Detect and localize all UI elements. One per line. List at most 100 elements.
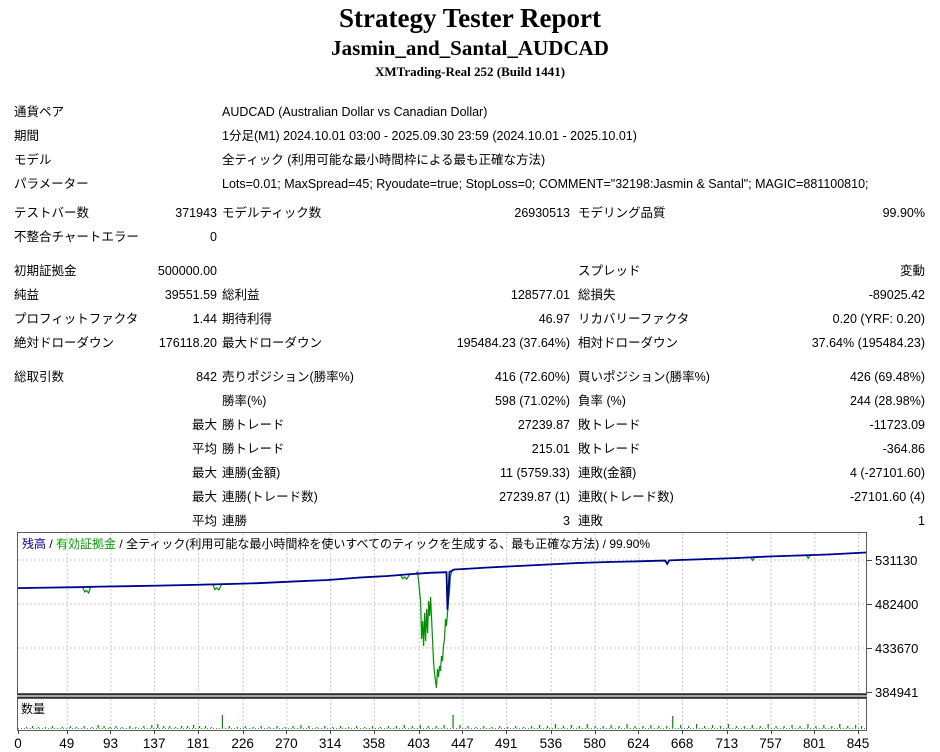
x-axis-tick — [418, 730, 420, 734]
x-axis-tick — [506, 730, 508, 734]
x-axis-label: 713 — [715, 736, 739, 751]
row-value: 0 — [210, 230, 217, 244]
x-axis-label: 358 — [362, 736, 386, 751]
x-axis-label: 181 — [186, 736, 210, 751]
x-axis-tick — [462, 730, 464, 734]
row-value: 371943 — [175, 206, 217, 220]
stats-row: プロフィットファクタ 1.44 期待利得 46.97 リカバリーファクタ 0.2… — [0, 310, 940, 328]
row-label: 敗トレード — [578, 442, 641, 456]
x-axis-tick — [330, 730, 332, 734]
row-value: -11723.09 — [869, 418, 925, 432]
y-axis-label: 531130 — [875, 553, 918, 568]
row-qualifier: 最大 — [191, 490, 217, 504]
x-axis-label: 624 — [627, 736, 650, 751]
page-title: Strategy Tester Report — [339, 3, 601, 33]
x-axis-tick — [66, 730, 68, 734]
row-value: 39551.59 — [164, 288, 217, 302]
row-value: 46.97 — [538, 312, 570, 326]
row-label: 連勝(トレード数) — [222, 490, 318, 504]
x-axis-label: 403 — [407, 736, 430, 751]
stats-row: モデル 全ティック (利用可能な最小時間枠による最も正確な方法) — [0, 151, 940, 169]
chart-legend: 残高 / 有効証拠金 / 全ティック(利用可能な最小時間枠を使いすべてのティック… — [22, 535, 650, 552]
stats-row: 勝率(%) 598 (71.02%) 負率 (%) 244 (28.98%) — [0, 392, 940, 410]
row-qualifier: 最大 — [191, 466, 217, 480]
row-label: 勝率(%) — [222, 394, 267, 408]
x-axis-label: 93 — [102, 736, 118, 751]
row-value: 全ティック (利用可能な最小時間枠による最も正確な方法) — [222, 153, 546, 167]
row-value: 244 (28.98%) — [849, 394, 925, 408]
volume-panel: 数量 — [17, 698, 867, 731]
row-value: 37.64% (195484.23) — [811, 336, 925, 350]
y-axis-label: 384941 — [875, 684, 919, 700]
x-axis-label: 447 — [451, 736, 474, 751]
legend-balance-label: 残高 — [22, 537, 47, 551]
x-axis-label: 137 — [142, 736, 166, 751]
row-value: 416 (72.60%) — [494, 370, 570, 384]
row-value: 4 (-27101.60) — [849, 466, 925, 480]
x-axis-tick — [18, 730, 19, 734]
row-value: 1 — [918, 514, 925, 528]
stats-row: 総取引数 842 売りポジション(勝率%) 416 (72.60%) 買いポジシ… — [0, 368, 940, 386]
row-label: 初期証拠金 — [14, 264, 77, 278]
row-label: 通貨ペア — [14, 105, 65, 119]
stats-row: 平均 勝トレード 215.01 敗トレード -364.86 — [0, 440, 940, 458]
row-label: 不整合チャートエラー — [14, 230, 139, 244]
row-label: 絶対ドローダウン — [14, 336, 115, 350]
y-axis-label: 482400 — [875, 597, 919, 612]
row-label: 相対ドローダウン — [578, 336, 679, 350]
legend-quality: 99.90% — [609, 537, 651, 551]
stats-row: パラメーター Lots=0.01; MaxSpread=45; Ryoudate… — [0, 175, 940, 193]
row-label: 純益 — [14, 288, 40, 302]
x-axis-label: 801 — [803, 736, 826, 751]
row-value: 128577.01 — [510, 288, 570, 302]
x-axis-tick — [154, 730, 156, 734]
row-value: 598 (71.02%) — [494, 394, 570, 408]
row-label: 連敗(金額) — [578, 466, 637, 480]
x-axis-tick — [197, 730, 199, 734]
legend-equity-label: 有効証拠金 — [56, 537, 117, 551]
legend-separator: / — [599, 537, 610, 551]
stats-row: 初期証拠金 500000.00 スプレッド 変動 — [0, 262, 940, 280]
row-value: -27101.60 (4) — [849, 490, 925, 504]
stats-row: 最大 連勝(金額) 11 (5759.33) 連敗(金額) 4 (-27101.… — [0, 464, 940, 482]
legend-separator: / — [116, 537, 127, 551]
row-value: 27239.87 (1) — [499, 490, 570, 504]
x-axis-tick — [770, 730, 772, 734]
y-axis-tick — [867, 604, 872, 605]
row-label: リカバリーファクタ — [578, 312, 690, 326]
x-axis-label: 536 — [539, 736, 563, 751]
stats-row: 最大 連勝(トレード数) 27239.87 (1) 連敗(トレード数) -271… — [0, 488, 940, 506]
row-value: 1.44 — [192, 312, 217, 326]
x-axis-tick — [550, 730, 552, 734]
row-label: 敗トレード — [578, 418, 641, 432]
row-value: 3 — [563, 514, 570, 528]
row-label: モデルティック数 — [222, 206, 322, 220]
x-axis-label: 491 — [494, 736, 518, 751]
y-axis-tick — [867, 560, 872, 561]
row-label: 総利益 — [222, 288, 260, 302]
stats-row: 通貨ペア AUDCAD (Australian Dollar vs Canadi… — [0, 103, 940, 121]
row-value: 99.90% — [882, 206, 925, 220]
y-axis-tick — [867, 648, 872, 649]
row-value: AUDCAD (Australian Dollar vs Canadian Do… — [222, 105, 488, 119]
row-value: 11 (5759.33) — [500, 466, 570, 480]
row-value: 0.20 (YRF: 0.20) — [832, 312, 925, 326]
x-axis-label: 270 — [275, 736, 298, 751]
row-label: 連勝 — [222, 514, 248, 528]
row-label: 連勝(金額) — [222, 466, 281, 480]
row-label: モデル — [14, 153, 52, 167]
row-label: 負率 (%) — [578, 394, 626, 408]
x-axis-label: 845 — [846, 736, 870, 751]
row-label: モデリング品質 — [578, 206, 666, 220]
row-label: スプレッド — [578, 264, 641, 278]
x-axis-label: 757 — [759, 736, 782, 751]
x-axis-tick — [242, 730, 244, 734]
legend-separator: / — [46, 537, 57, 551]
x-axis-tick — [682, 730, 684, 734]
row-label: 期待利得 — [222, 312, 273, 326]
row-value: -364.86 — [882, 442, 925, 456]
row-value: -89025.42 — [868, 288, 925, 302]
y-axis-tick — [867, 691, 872, 693]
x-axis-tick — [814, 730, 816, 734]
